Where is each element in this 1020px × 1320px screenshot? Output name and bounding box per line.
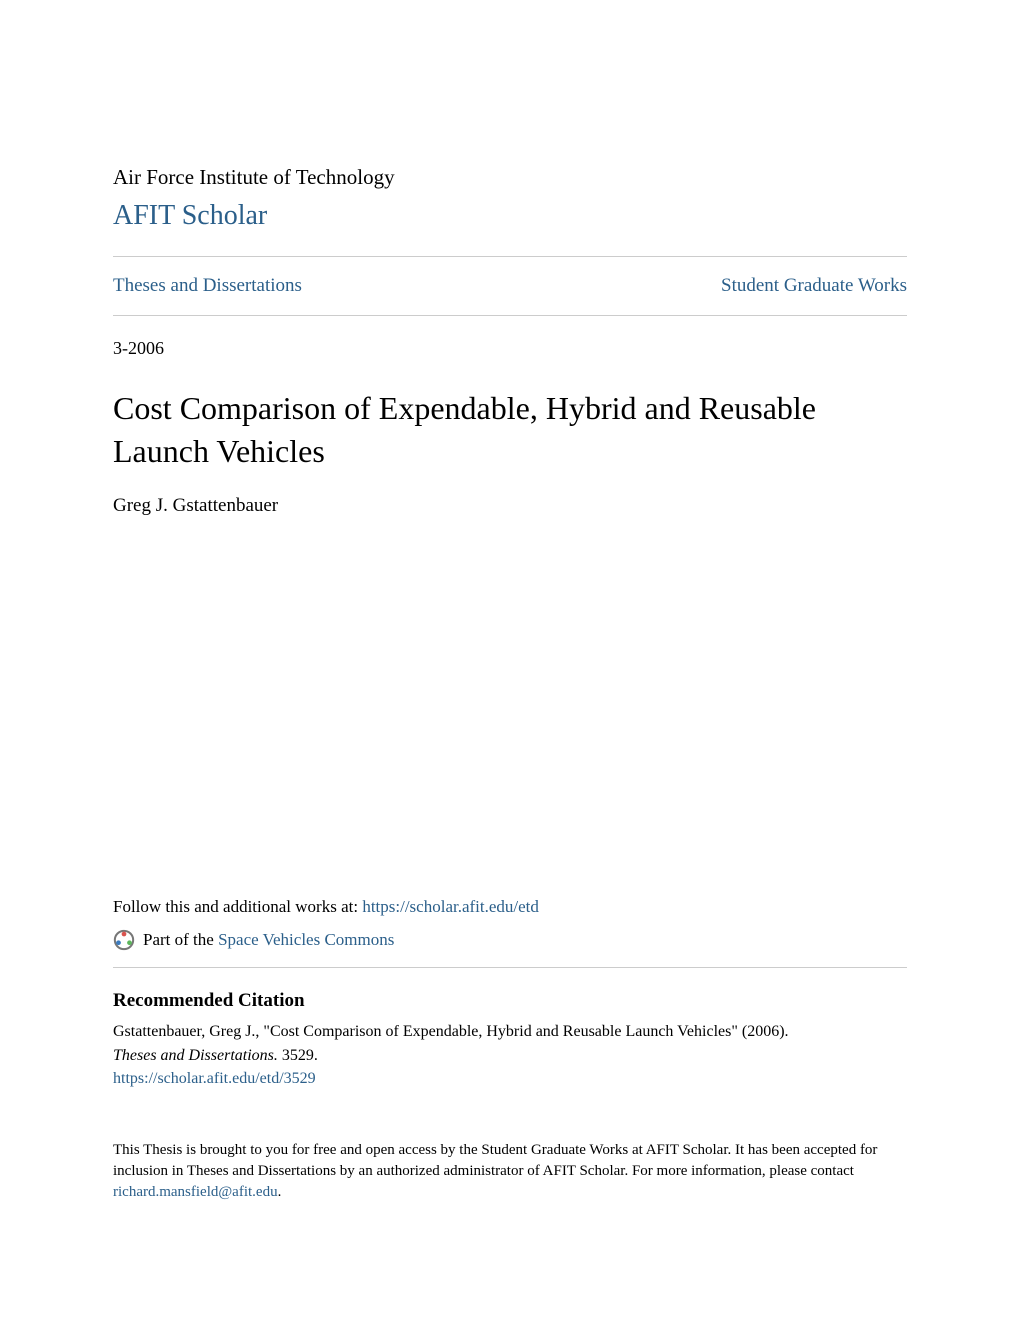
commons-row: Part of the Space Vehicles Commons xyxy=(113,929,907,951)
citation-number: 3529. xyxy=(278,1047,318,1064)
footer-contact-email[interactable]: richard.mansfield@afit.edu xyxy=(113,1184,278,1200)
commons-link[interactable]: Space Vehicles Commons xyxy=(218,930,394,949)
citation-body: Gstattenbauer, Greg J., "Cost Comparison… xyxy=(113,1020,907,1090)
publication-date: 3-2006 xyxy=(113,338,907,359)
citation-heading: Recommended Citation xyxy=(113,990,907,1012)
network-commons-icon xyxy=(113,929,135,951)
citation-series: Theses and Dissertations. xyxy=(113,1047,278,1064)
citation-line1: Gstattenbauer, Greg J., "Cost Comparison… xyxy=(113,1023,789,1040)
citation-url[interactable]: https://scholar.afit.edu/etd/3529 xyxy=(113,1070,316,1087)
nav-link-theses[interactable]: Theses and Dissertations xyxy=(113,275,302,297)
repository-link[interactable]: AFIT Scholar xyxy=(113,200,267,231)
footer-suffix: . xyxy=(278,1184,282,1200)
institution-name: Air Force Institute of Technology xyxy=(113,165,907,190)
paper-title: Cost Comparison of Expendable, Hybrid an… xyxy=(113,387,907,473)
footer-text: This Thesis is brought to you for free a… xyxy=(113,1140,907,1203)
follow-prefix: Follow this and additional works at: xyxy=(113,897,362,916)
author-name: Greg J. Gstattenbauer xyxy=(113,495,907,517)
divider-nav xyxy=(113,315,907,316)
nav-row: Theses and Dissertations Student Graduat… xyxy=(113,257,907,315)
repository-name: AFIT Scholar xyxy=(113,200,907,232)
commons-text: Part of the Space Vehicles Commons xyxy=(143,930,394,950)
follow-works-text: Follow this and additional works at: htt… xyxy=(113,897,907,917)
follow-link[interactable]: https://scholar.afit.edu/etd xyxy=(362,897,539,916)
commons-prefix: Part of the xyxy=(143,930,218,949)
divider-commons xyxy=(113,967,907,968)
nav-link-student-works[interactable]: Student Graduate Works xyxy=(721,275,907,297)
footer-prefix: This Thesis is brought to you for free a… xyxy=(113,1142,877,1179)
